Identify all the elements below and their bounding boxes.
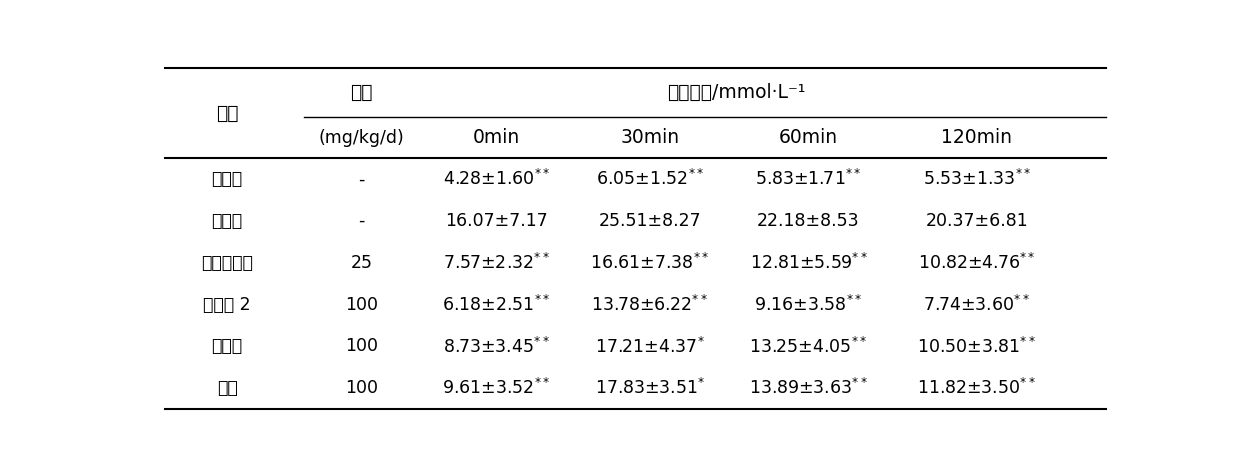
- Text: 阳性对照组: 阳性对照组: [201, 254, 253, 272]
- Text: 6.18±2.51$^{**}$: 6.18±2.51$^{**}$: [441, 295, 551, 315]
- Text: 俄色叶: 俄色叶: [212, 337, 243, 355]
- Text: 13.78±6.22$^{**}$: 13.78±6.22$^{**}$: [591, 295, 708, 315]
- Text: 沙棘: 沙棘: [217, 379, 237, 397]
- Text: -: -: [358, 170, 365, 188]
- Text: 组别: 组别: [216, 103, 238, 122]
- Text: 20.37±6.81: 20.37±6.81: [925, 212, 1028, 230]
- Text: 100: 100: [345, 337, 378, 355]
- Text: 25: 25: [351, 254, 372, 272]
- Text: 12.81±5.59$^{**}$: 12.81±5.59$^{**}$: [749, 253, 868, 273]
- Text: 5.83±1.71$^{**}$: 5.83±1.71$^{**}$: [755, 169, 862, 189]
- Text: -: -: [358, 212, 365, 230]
- Text: 6.05±1.52$^{**}$: 6.05±1.52$^{**}$: [595, 169, 704, 189]
- Text: 实施例 2: 实施例 2: [203, 295, 250, 314]
- Text: 7.74±3.60$^{**}$: 7.74±3.60$^{**}$: [924, 295, 1030, 315]
- Text: 9.61±3.52$^{**}$: 9.61±3.52$^{**}$: [441, 378, 551, 398]
- Text: 11.82±3.50$^{**}$: 11.82±3.50$^{**}$: [918, 378, 1037, 398]
- Text: 空白组: 空白组: [212, 170, 243, 188]
- Text: 13.25±4.05$^{**}$: 13.25±4.05$^{**}$: [749, 337, 868, 356]
- Text: (mg/kg/d): (mg/kg/d): [319, 128, 404, 146]
- Text: 4.28±1.60$^{**}$: 4.28±1.60$^{**}$: [443, 169, 549, 189]
- Text: 血糖变化/mmol·L⁻¹: 血糖变化/mmol·L⁻¹: [667, 83, 806, 101]
- Text: 16.07±7.17: 16.07±7.17: [445, 212, 548, 230]
- Text: 120min: 120min: [941, 128, 1012, 147]
- Text: 30min: 30min: [620, 128, 680, 147]
- Text: 9.16±3.58$^{**}$: 9.16±3.58$^{**}$: [754, 295, 863, 315]
- Text: 17.83±3.51$^{*}$: 17.83±3.51$^{*}$: [595, 378, 706, 398]
- Text: 25.51±8.27: 25.51±8.27: [599, 212, 702, 230]
- Text: 60min: 60min: [779, 128, 838, 147]
- Text: 100: 100: [345, 295, 378, 314]
- Text: 22.18±8.53: 22.18±8.53: [758, 212, 859, 230]
- Text: 10.82±4.76$^{**}$: 10.82±4.76$^{**}$: [918, 253, 1035, 273]
- Text: 13.89±3.63$^{**}$: 13.89±3.63$^{**}$: [749, 378, 868, 398]
- Text: 16.61±7.38$^{**}$: 16.61±7.38$^{**}$: [590, 253, 709, 273]
- Text: 10.50±3.81$^{**}$: 10.50±3.81$^{**}$: [918, 337, 1037, 356]
- Text: 模型组: 模型组: [212, 212, 243, 230]
- Text: 7.57±2.32$^{**}$: 7.57±2.32$^{**}$: [443, 253, 549, 273]
- Text: 100: 100: [345, 379, 378, 397]
- Text: 剂量: 剂量: [351, 83, 373, 101]
- Text: 5.53±1.33$^{**}$: 5.53±1.33$^{**}$: [923, 169, 1030, 189]
- Text: 8.73±3.45$^{**}$: 8.73±3.45$^{**}$: [443, 337, 549, 356]
- Text: 17.21±4.37$^{*}$: 17.21±4.37$^{*}$: [595, 337, 704, 356]
- Text: 0min: 0min: [472, 128, 520, 147]
